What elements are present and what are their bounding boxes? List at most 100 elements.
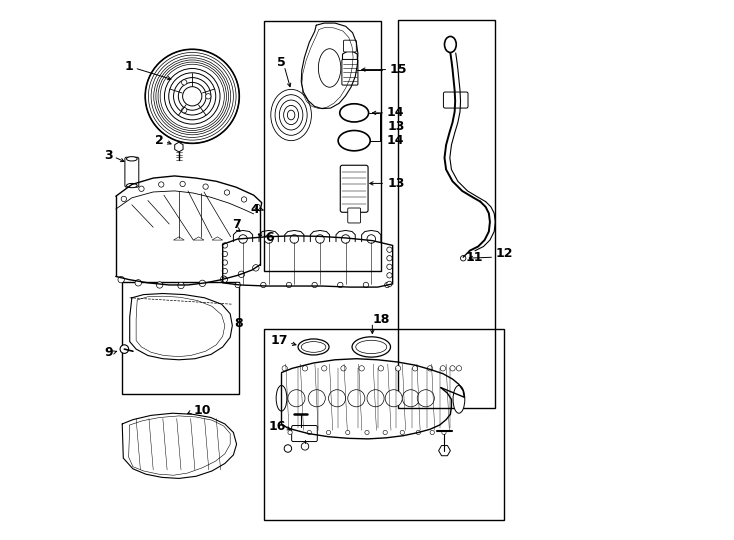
Ellipse shape — [126, 157, 137, 161]
Text: 5: 5 — [277, 56, 286, 69]
Bar — [264, 21, 381, 271]
Circle shape — [222, 243, 228, 248]
Text: 9: 9 — [104, 346, 112, 359]
Circle shape — [346, 430, 350, 435]
Circle shape — [348, 390, 365, 407]
Circle shape — [402, 390, 419, 407]
FancyBboxPatch shape — [291, 426, 317, 442]
Circle shape — [222, 260, 228, 265]
Bar — [398, 20, 495, 408]
Circle shape — [239, 235, 247, 244]
Polygon shape — [439, 446, 451, 456]
Circle shape — [290, 235, 299, 244]
Text: 17: 17 — [270, 334, 288, 347]
FancyBboxPatch shape — [348, 208, 360, 223]
Text: 2: 2 — [155, 134, 164, 147]
Circle shape — [400, 430, 404, 435]
Ellipse shape — [126, 184, 137, 188]
Text: 11: 11 — [466, 251, 484, 264]
Circle shape — [180, 181, 185, 187]
Text: 15: 15 — [390, 63, 407, 76]
Circle shape — [203, 184, 208, 190]
Ellipse shape — [276, 386, 287, 411]
Text: 8: 8 — [234, 317, 243, 330]
Circle shape — [206, 93, 211, 99]
FancyBboxPatch shape — [341, 165, 368, 212]
Text: 16: 16 — [269, 420, 286, 433]
FancyBboxPatch shape — [344, 40, 356, 52]
Circle shape — [181, 107, 187, 113]
Polygon shape — [173, 237, 184, 240]
Circle shape — [359, 366, 364, 371]
Circle shape — [457, 366, 462, 371]
Circle shape — [427, 366, 433, 371]
Circle shape — [288, 390, 305, 407]
FancyBboxPatch shape — [125, 157, 139, 187]
Text: 7: 7 — [233, 218, 241, 231]
Circle shape — [365, 430, 369, 435]
Text: 6: 6 — [266, 232, 274, 245]
Circle shape — [387, 273, 392, 278]
Circle shape — [235, 282, 240, 288]
Circle shape — [252, 265, 259, 271]
Circle shape — [302, 366, 308, 371]
Circle shape — [385, 282, 390, 288]
Polygon shape — [343, 50, 357, 67]
Circle shape — [264, 235, 273, 244]
Circle shape — [329, 390, 346, 407]
Text: 1: 1 — [124, 60, 133, 73]
Bar — [264, 329, 504, 520]
Circle shape — [282, 366, 288, 371]
Circle shape — [222, 251, 228, 256]
Circle shape — [387, 264, 392, 269]
Circle shape — [417, 390, 435, 407]
Circle shape — [385, 390, 402, 407]
Circle shape — [120, 345, 128, 353]
Circle shape — [430, 430, 435, 435]
Circle shape — [387, 281, 392, 287]
Circle shape — [367, 390, 384, 407]
Circle shape — [416, 430, 421, 435]
Circle shape — [178, 282, 184, 289]
Circle shape — [341, 235, 350, 244]
Circle shape — [284, 445, 291, 452]
Circle shape — [286, 282, 291, 288]
Circle shape — [387, 255, 392, 261]
Circle shape — [460, 255, 466, 261]
Circle shape — [442, 430, 446, 435]
Circle shape — [239, 271, 244, 278]
Circle shape — [222, 268, 228, 274]
Text: 18: 18 — [372, 313, 390, 326]
Circle shape — [118, 276, 124, 283]
Circle shape — [181, 80, 187, 85]
Circle shape — [321, 366, 327, 371]
Circle shape — [159, 182, 164, 187]
Polygon shape — [212, 237, 222, 240]
Text: 4: 4 — [250, 202, 259, 215]
Circle shape — [316, 235, 324, 244]
Circle shape — [135, 280, 142, 286]
Circle shape — [363, 282, 368, 288]
Circle shape — [301, 443, 309, 450]
Text: 13: 13 — [388, 120, 404, 133]
Polygon shape — [193, 237, 204, 240]
Circle shape — [440, 366, 446, 371]
Circle shape — [139, 186, 144, 192]
Circle shape — [383, 430, 388, 435]
Circle shape — [387, 247, 392, 252]
Circle shape — [261, 282, 266, 288]
Circle shape — [220, 276, 227, 282]
Circle shape — [222, 277, 228, 282]
Circle shape — [288, 430, 292, 435]
Circle shape — [241, 197, 247, 202]
Text: 10: 10 — [193, 403, 211, 416]
Circle shape — [307, 430, 311, 435]
Ellipse shape — [453, 386, 465, 413]
Circle shape — [327, 430, 330, 435]
Circle shape — [121, 196, 126, 201]
Bar — [123, 282, 239, 394]
Text: 13: 13 — [388, 177, 404, 190]
Circle shape — [225, 190, 230, 195]
FancyBboxPatch shape — [342, 59, 358, 85]
Text: 3: 3 — [104, 148, 113, 161]
